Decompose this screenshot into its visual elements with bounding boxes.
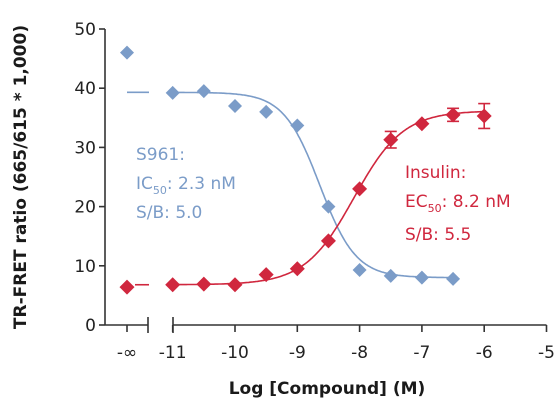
insulin-data-point	[445, 107, 461, 123]
y-tick-label: 20	[74, 198, 96, 218]
s961-ic-label: IC	[136, 174, 153, 194]
y-tick-label: 30	[74, 138, 96, 158]
x-tick-label: -5	[538, 343, 555, 363]
s961-data-point	[290, 118, 305, 133]
s961-data-point	[414, 270, 429, 285]
y-tick-label: 50	[74, 20, 96, 40]
s961-data-point	[383, 268, 398, 283]
insulin-ec-subscript: 50	[428, 202, 442, 215]
s961-data-point	[321, 199, 336, 214]
s961-ic-subscript: 50	[153, 184, 167, 197]
x-tick-label: -8	[351, 343, 368, 363]
y-axis-title: TR-FRET ratio (665/615 * 1,000)	[11, 25, 31, 329]
s961-data-point	[196, 84, 211, 99]
x-tick-label: -∞	[117, 343, 137, 363]
x-tick-label: -7	[413, 343, 430, 363]
y-tick-label: 0	[85, 316, 96, 336]
axes: 0 10 20 30 40 50 -∞ -11 -10 -9 -8 -7 -6 -5	[74, 20, 555, 363]
y-tick-label: 40	[74, 79, 96, 99]
x-tick-label: -6	[476, 343, 493, 363]
insulin-ec-label: EC	[405, 192, 428, 212]
s961-annotation-name: S961:	[136, 145, 185, 165]
insulin-data-point	[227, 277, 243, 293]
s961-fit-curve	[172, 91, 453, 279]
insulin-data-point	[165, 277, 181, 293]
s961-data-point	[352, 262, 367, 277]
insulin-fit-curve	[172, 110, 484, 286]
s961-data-point	[446, 271, 461, 286]
s961-annotation-ic50: IC50: 2.3 nM	[136, 174, 236, 197]
insulin-data-point	[414, 116, 430, 132]
s961-data-point	[120, 45, 134, 60]
data-markers	[119, 45, 492, 295]
insulin-ec-value: : 8.2 nM	[442, 192, 511, 212]
insulin-annotation: Insulin: EC50: 8.2 nM S/B: 5.5	[405, 163, 511, 245]
s961-data-point	[228, 98, 242, 113]
insulin-data-point	[289, 261, 305, 277]
x-tick-label: -11	[159, 343, 187, 363]
s961-annotation-sb: S/B: 5.0	[136, 203, 202, 223]
insulin-annotation-ec50: EC50: 8.2 nM	[405, 192, 511, 215]
s961-ic-value: : 2.3 nM	[167, 174, 236, 194]
insulin-data-point	[476, 108, 492, 124]
insulin-data-point	[196, 276, 212, 292]
insulin-data-point	[320, 233, 336, 249]
insulin-data-point	[258, 267, 274, 283]
s961-annotation: S961: IC50: 2.3 nM S/B: 5.0	[136, 145, 236, 223]
s961-data-point	[259, 104, 274, 119]
x-tick-label: -10	[221, 343, 249, 363]
s961-data-point	[165, 85, 180, 100]
y-tick-label: 10	[74, 257, 96, 277]
insulin-data-point	[352, 181, 368, 197]
insulin-data-point	[383, 132, 399, 148]
x-tick-label: -9	[289, 343, 306, 363]
x-axis-title: Log [Compound] (M)	[229, 379, 426, 399]
insulin-annotation-sb: S/B: 5.5	[405, 225, 471, 245]
insulin-data-point	[119, 279, 135, 295]
insulin-annotation-name: Insulin:	[405, 163, 466, 183]
